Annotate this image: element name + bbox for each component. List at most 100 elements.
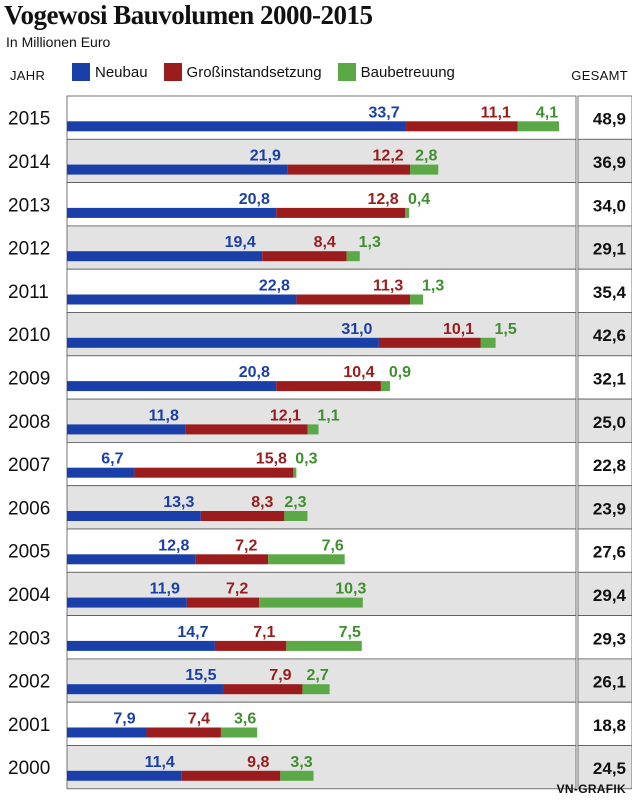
bar-segment-baubetreuung	[405, 207, 410, 218]
total-cell	[577, 745, 632, 790]
value-label-neubau: 6,7	[101, 451, 123, 468]
row-background	[66, 745, 577, 790]
chart-subtitle: In Millionen Euro	[6, 34, 111, 50]
bar-segment-neubau	[67, 337, 379, 348]
total-cell	[577, 182, 632, 227]
legend-swatch-baubetreuung	[337, 63, 356, 81]
value-label-baubetreuung: 1,3	[422, 278, 444, 295]
total-label: 24,5	[593, 759, 626, 778]
bar-segment-baubetreuung	[380, 381, 390, 392]
value-label-grossinstandsetzung: 9,8	[247, 754, 269, 771]
bar-segment-grossinstandsetzung	[200, 511, 285, 521]
legend-label-neubau: Neubau	[95, 63, 148, 81]
value-label-baubetreuung: 1,3	[359, 234, 381, 251]
value-label-grossinstandsetzung: 11,1	[481, 104, 511, 121]
bar-segment-baubetreuung	[480, 337, 496, 348]
bar-segment-grossinstandsetzung	[214, 640, 287, 651]
bar-segment-baubetreuung	[307, 424, 319, 435]
bar-segment-grossinstandsetzung	[222, 684, 303, 695]
value-label-neubau: 20,8	[239, 191, 270, 208]
total-label: 29,1	[593, 240, 626, 259]
bar-segment-grossinstandsetzung	[406, 121, 518, 132]
total-label: 25,0	[593, 413, 626, 432]
year-label: 2009	[8, 368, 50, 389]
value-label-grossinstandsetzung: 7,4	[188, 711, 210, 728]
value-label-grossinstandsetzung: 12,8	[367, 191, 398, 208]
value-label-baubetreuung: 1,1	[317, 407, 339, 424]
total-cell	[577, 398, 632, 443]
value-label-grossinstandsetzung: 12,2	[373, 148, 404, 165]
year-label: 2014	[8, 152, 51, 173]
total-cell	[577, 615, 632, 660]
year-label: 2006	[8, 498, 50, 519]
legend-item-neubau: Neubau	[72, 63, 148, 81]
bar-segment-baubetreuung	[280, 770, 314, 781]
bar-segment-neubau	[67, 511, 201, 521]
year-label: 2015	[8, 109, 50, 130]
bar-segment-neubau	[67, 121, 407, 132]
year-label: 2012	[8, 239, 50, 260]
year-label: 2005	[8, 542, 50, 563]
source-credit: VN-GRAFIK	[556, 782, 626, 796]
value-label-neubau: 20,8	[239, 364, 270, 381]
bar-segment-grossinstandsetzung	[378, 337, 481, 348]
bar-segment-neubau	[67, 597, 187, 608]
value-label-neubau: 33,7	[368, 104, 399, 121]
value-label-baubetreuung: 1,5	[494, 321, 516, 338]
value-label-neubau: 11,8	[149, 407, 179, 424]
total-label: 22,8	[593, 456, 626, 475]
year-label: 2010	[8, 325, 50, 346]
total-label: 29,4	[593, 586, 627, 605]
bar-segment-grossinstandsetzung	[181, 770, 281, 781]
value-label-grossinstandsetzung: 8,3	[251, 494, 273, 511]
bar-segment-neubau	[67, 770, 182, 781]
total-label: 42,6	[593, 326, 626, 345]
value-label-baubetreuung: 10,3	[335, 581, 366, 598]
year-label: 2007	[8, 455, 50, 476]
legend-swatch-neubau	[72, 63, 90, 81]
value-label-neubau: 22,8	[259, 278, 290, 295]
row-background	[66, 138, 577, 184]
legend-item-grossinstandsetzung: Großinstandsetzung	[163, 63, 322, 81]
bar-segment-grossinstandsetzung	[262, 251, 347, 262]
bar-segment-baubetreuung	[293, 467, 297, 478]
row-background	[66, 701, 577, 746]
value-label-baubetreuung: 3,3	[290, 754, 312, 771]
row-background	[66, 571, 577, 616]
value-label-grossinstandsetzung: 7,9	[269, 667, 291, 684]
value-label-baubetreuung: 0,3	[295, 451, 317, 468]
year-label: 2003	[8, 628, 50, 649]
legend-label-baubetreuung: Baubetreuung	[360, 63, 455, 81]
value-label-baubetreuung: 2,8	[415, 148, 437, 165]
value-label-grossinstandsetzung: 11,3	[373, 278, 403, 295]
value-label-grossinstandsetzung: 7,2	[226, 581, 248, 598]
value-label-grossinstandsetzung: 8,4	[314, 234, 336, 251]
year-column-header: JAHR	[10, 68, 46, 83]
row-background	[66, 528, 577, 573]
legend-item-baubetreuung: Baubetreuung	[337, 63, 455, 81]
year-label: 2000	[8, 758, 50, 779]
value-label-neubau: 19,4	[225, 234, 256, 251]
value-label-neubau: 7,9	[113, 711, 135, 728]
row-background	[66, 95, 577, 140]
value-label-grossinstandsetzung: 12,1	[270, 407, 301, 424]
total-cell	[577, 485, 632, 530]
bar-segment-neubau	[67, 467, 135, 478]
year-label: 2011	[8, 282, 49, 303]
total-label: 34,0	[593, 196, 626, 215]
bar-segment-grossinstandsetzung	[134, 467, 294, 478]
bar-segment-neubau	[67, 424, 186, 435]
value-label-grossinstandsetzung: 7,2	[235, 537, 257, 554]
bar-segment-neubau	[67, 727, 147, 738]
value-label-baubetreuung: 0,4	[408, 191, 430, 208]
value-label-grossinstandsetzung: 7,1	[253, 624, 275, 641]
total-cell	[577, 658, 632, 703]
row-background	[66, 658, 577, 703]
total-label: 35,4	[593, 283, 627, 302]
bar-segment-neubau	[67, 684, 223, 695]
bar-segment-grossinstandsetzung	[186, 597, 260, 608]
total-label: 18,8	[593, 716, 626, 735]
value-label-neubau: 13,3	[163, 494, 194, 511]
bar-segment-grossinstandsetzung	[146, 727, 221, 738]
